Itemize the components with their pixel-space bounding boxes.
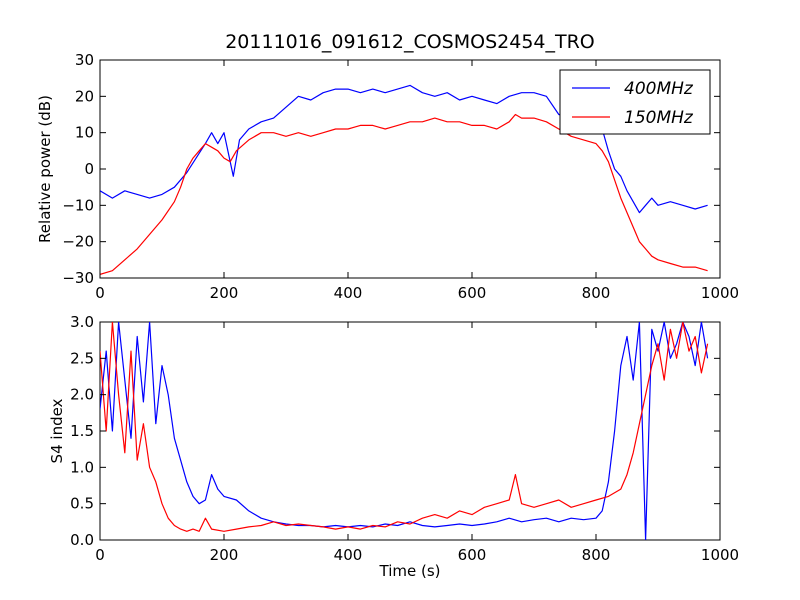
s4-plot-frame (99, 321, 721, 541)
power-y-tick-label: −30 (62, 269, 94, 287)
power-series-150mhz-line (100, 113, 708, 275)
chart-title: 20111016_091612_COSMOS2454_TRO (225, 31, 595, 53)
legend: 400MHz 150MHz (559, 69, 711, 135)
s4-x-tick-label: 600 (458, 546, 487, 564)
s4-y-tick-label: 1.0 (70, 458, 94, 476)
power-x-tick-label: 200 (210, 284, 239, 302)
time-x-axis-label: Time (s) (379, 562, 441, 580)
s4-axis-ticks: 0 200 400 600 800 1000 0.0 0.5 1.0 1.5 2.0 2.5 3.0 (70, 313, 739, 564)
power-y-tick-label: 30 (75, 51, 94, 69)
s4-y-tick-label: 2.5 (70, 349, 94, 367)
s4-panel: 0 200 400 600 800 1000 0.0 0.5 1.0 1.5 2.0 2.5 3.0 S… (48, 313, 739, 580)
s4-y-tick-label: 0.5 (70, 495, 94, 513)
s4-y-tick-label: 2.0 (70, 386, 94, 404)
s4-y-tick-label: 3.0 (70, 313, 94, 331)
power-series-400mhz-line (100, 84, 708, 214)
power-y-tick-label: −10 (62, 196, 94, 214)
s4-x-tick-label: 200 (210, 546, 239, 564)
power-x-tick-label: 800 (582, 284, 611, 302)
s4-series-group (100, 322, 709, 540)
power-series-group (100, 84, 708, 275)
s4-x-tick-label: 1000 (701, 546, 739, 564)
s4-y-tick-label: 1.5 (70, 422, 94, 440)
legend-box (559, 69, 711, 135)
s4-x-tick-label: 800 (582, 546, 611, 564)
s4-y-tick-label: 0.0 (70, 531, 94, 549)
power-axis-ticks: 0 200 400 600 800 1000 −30 −20 −10 0 10 20 30 (62, 51, 739, 302)
power-x-tick-label: 400 (334, 284, 363, 302)
power-y-axis-label: Relative power (dB) (36, 95, 54, 243)
power-x-tick-label: 1000 (701, 284, 739, 302)
s4-x-tick-label: 0 (95, 546, 105, 564)
s4-x-tick-label: 400 (334, 546, 363, 564)
power-y-tick-label: 0 (84, 160, 94, 178)
power-x-tick-label: 0 (95, 284, 105, 302)
legend-label-150mhz: 150MHz (624, 108, 694, 128)
power-y-tick-label: 10 (75, 124, 94, 142)
power-x-tick-label: 600 (458, 284, 487, 302)
legend-label-400mhz: 400MHz (624, 79, 694, 99)
s4-series-400mhz-line (100, 322, 709, 540)
s4-series-150mhz-line (100, 322, 709, 532)
power-panel: 0 200 400 600 800 1000 −30 −20 −10 0 10 20 30 Relati… (36, 51, 739, 302)
power-y-tick-label: −20 (62, 233, 94, 251)
power-y-tick-label: 20 (75, 87, 94, 105)
s4-y-axis-label: S4 index (48, 398, 66, 463)
